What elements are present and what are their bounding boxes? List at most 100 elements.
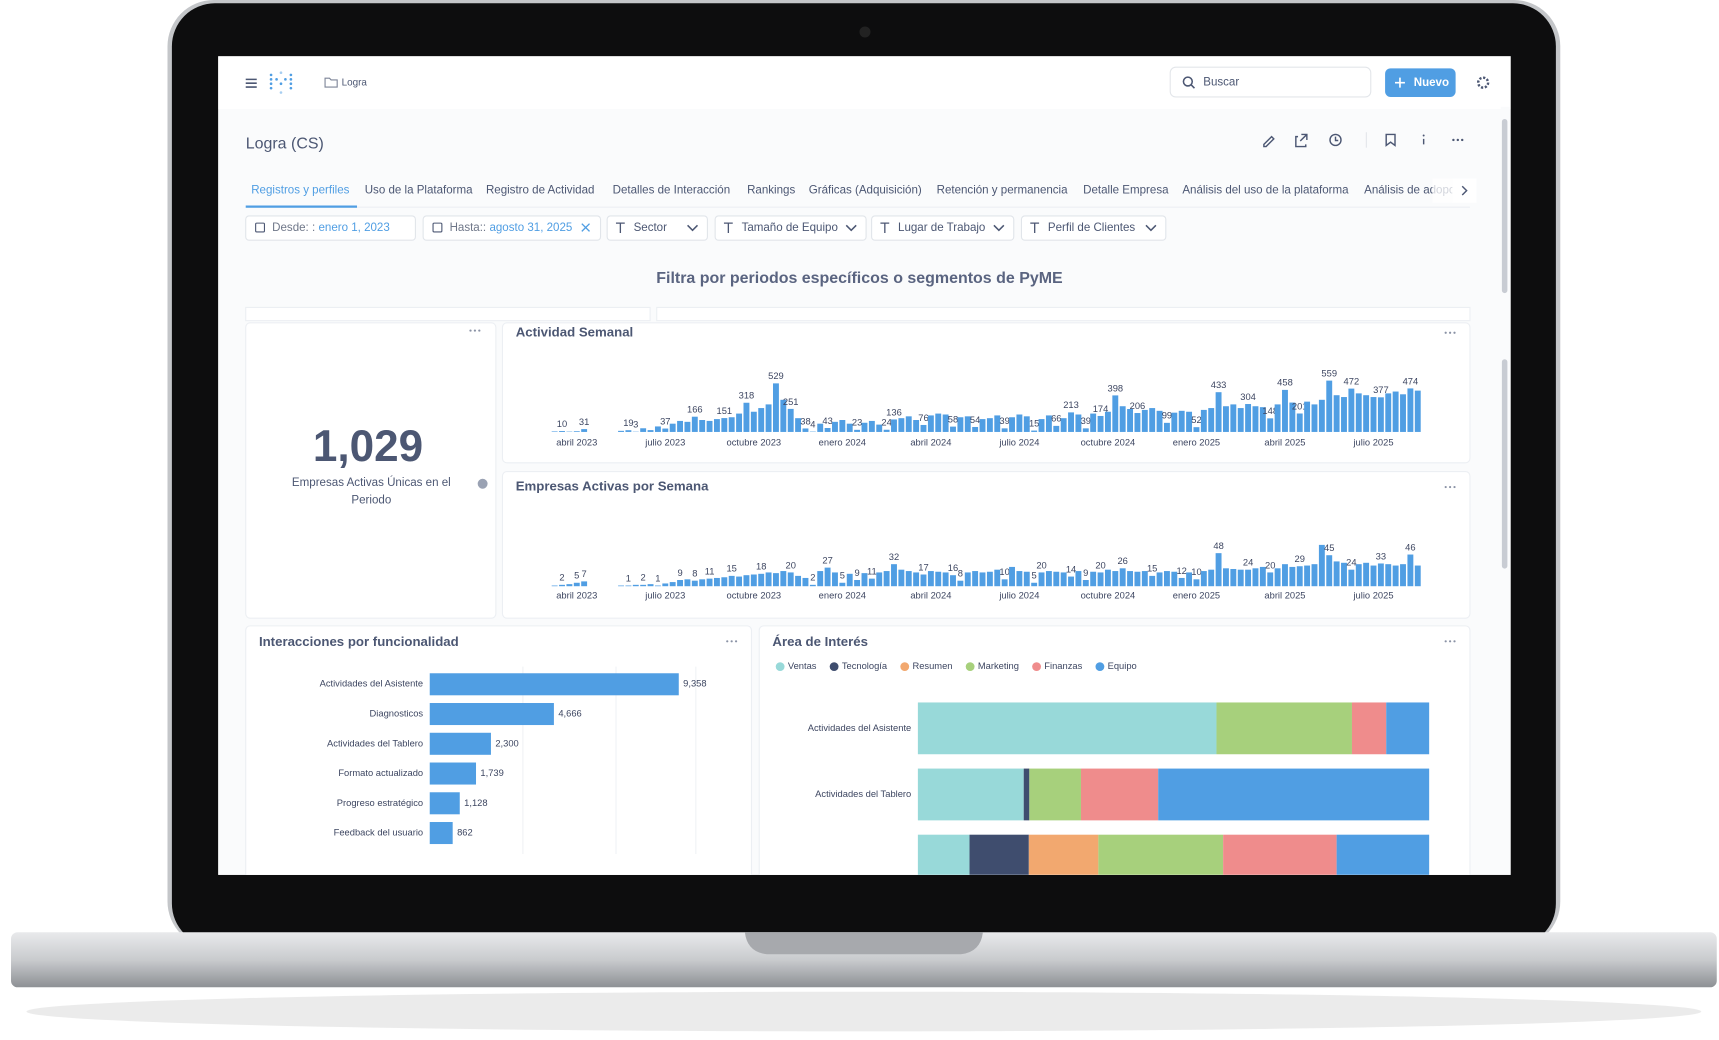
kpi-label: Empresas Activas Únicas en el Periodo bbox=[291, 476, 451, 507]
data-label: 398 bbox=[1107, 383, 1123, 393]
filter[interactable] bbox=[245, 215, 416, 241]
bar bbox=[662, 583, 669, 587]
bar bbox=[1245, 569, 1252, 587]
data-label: 304 bbox=[1240, 392, 1256, 402]
data-label: 4 bbox=[810, 419, 815, 429]
tab[interactable]: Rankings bbox=[747, 185, 795, 197]
bar bbox=[1156, 410, 1163, 432]
legend-label[interactable]: Marketing bbox=[978, 661, 1019, 671]
bar bbox=[1112, 395, 1119, 432]
bar bbox=[1038, 419, 1045, 432]
bar bbox=[684, 579, 691, 587]
legend-swatch bbox=[775, 662, 785, 672]
share-icon[interactable] bbox=[1295, 133, 1308, 148]
data-label: 99 bbox=[1162, 411, 1172, 421]
kpi-label-box: Empresas Activas Únicas en el Periodo bbox=[291, 476, 451, 507]
bar bbox=[1400, 564, 1406, 587]
bar bbox=[1289, 402, 1296, 432]
bar bbox=[713, 419, 720, 432]
menu-icon[interactable] bbox=[245, 78, 257, 88]
settings-icon[interactable] bbox=[1476, 76, 1490, 89]
breadcrumb[interactable]: Logra bbox=[342, 77, 368, 88]
scrollbar[interactable] bbox=[1501, 119, 1508, 294]
bar bbox=[832, 421, 838, 432]
tab-scroll-arrow[interactable] bbox=[1461, 185, 1468, 196]
tab[interactable]: Análisis del uso de la plataforma bbox=[1182, 185, 1349, 197]
data-label: 11 bbox=[705, 566, 715, 576]
filter[interactable] bbox=[714, 215, 867, 241]
bar bbox=[787, 572, 794, 587]
bar bbox=[1296, 413, 1303, 432]
more-icon[interactable] bbox=[1452, 138, 1464, 142]
bar-segment bbox=[1223, 834, 1337, 875]
bar bbox=[1237, 408, 1244, 432]
bar-segment bbox=[1080, 768, 1159, 821]
filter[interactable] bbox=[871, 215, 1015, 241]
bar bbox=[1068, 412, 1074, 432]
tab[interactable]: Retención y permanencia bbox=[937, 185, 1069, 197]
bar bbox=[1186, 572, 1193, 587]
search-placeholder[interactable]: Buscar bbox=[1203, 77, 1239, 89]
edit-icon[interactable] bbox=[1263, 135, 1275, 148]
filter[interactable] bbox=[606, 215, 708, 241]
clear-icon[interactable] bbox=[581, 223, 590, 232]
tab[interactable]: Detalles de Interacción bbox=[613, 185, 730, 197]
tab[interactable]: Gráficas (Adquisición) bbox=[809, 185, 922, 197]
bar bbox=[802, 428, 809, 432]
new-button-label[interactable]: Nuevo bbox=[1414, 77, 1449, 89]
search-box[interactable] bbox=[1169, 66, 1372, 98]
legend-label[interactable]: Resumen bbox=[912, 661, 952, 671]
scrollbar[interactable] bbox=[1501, 359, 1508, 569]
legend-label[interactable]: Finanzas bbox=[1044, 661, 1082, 671]
bar bbox=[1149, 408, 1156, 432]
bar bbox=[1127, 408, 1134, 432]
bar bbox=[647, 430, 654, 432]
filter-text: Hasta:: agosto 31, 2025 bbox=[450, 222, 573, 234]
filter[interactable] bbox=[422, 215, 602, 241]
bar bbox=[581, 429, 588, 432]
bar bbox=[1016, 414, 1023, 432]
bar bbox=[972, 571, 979, 587]
bar bbox=[1178, 410, 1185, 432]
history-icon[interactable] bbox=[1329, 133, 1342, 147]
data-label: 251 bbox=[783, 397, 799, 407]
bar bbox=[972, 426, 979, 432]
bar bbox=[964, 572, 971, 587]
data-label: 23 bbox=[852, 418, 862, 428]
tab[interactable]: Detalle Empresa bbox=[1083, 185, 1169, 197]
bar bbox=[1208, 569, 1215, 587]
data-label: 5 bbox=[574, 571, 579, 581]
new-button[interactable] bbox=[1385, 68, 1456, 97]
bar-segment bbox=[969, 834, 1029, 875]
bar bbox=[1119, 406, 1126, 432]
card-menus[interactable] bbox=[469, 329, 1456, 643]
legend-label[interactable]: Tecnología bbox=[842, 661, 888, 671]
x-tick-label: octubre 2024 bbox=[1081, 437, 1136, 447]
bar bbox=[1414, 565, 1421, 587]
data-label: 58 bbox=[948, 414, 958, 424]
bar bbox=[1385, 564, 1392, 587]
bar bbox=[1112, 571, 1119, 587]
bar bbox=[1045, 415, 1052, 432]
legend-label[interactable]: Equipo bbox=[1108, 661, 1137, 671]
tab[interactable]: Uso de la Plataforma bbox=[365, 185, 473, 197]
bar bbox=[1252, 406, 1259, 432]
tab[interactable]: Registro de Actividad bbox=[486, 185, 594, 197]
bar-segment bbox=[1336, 834, 1430, 875]
bar bbox=[1215, 553, 1222, 587]
bookmark-icon[interactable] bbox=[1385, 133, 1396, 147]
bar-segment bbox=[1386, 702, 1430, 755]
bar bbox=[1200, 571, 1207, 587]
tab[interactable]: Registros y perfiles bbox=[251, 185, 349, 197]
data-label: 166 bbox=[687, 405, 703, 415]
bar bbox=[920, 424, 927, 432]
data-label: 32 bbox=[889, 552, 899, 562]
filter[interactable] bbox=[1020, 215, 1167, 241]
legend-label[interactable]: Ventas bbox=[788, 661, 817, 671]
info-icon[interactable] bbox=[477, 478, 488, 489]
data-label: 45 bbox=[1324, 543, 1334, 553]
data-label: 16 bbox=[948, 563, 958, 573]
logo[interactable] bbox=[269, 71, 293, 94]
bar bbox=[773, 573, 779, 587]
